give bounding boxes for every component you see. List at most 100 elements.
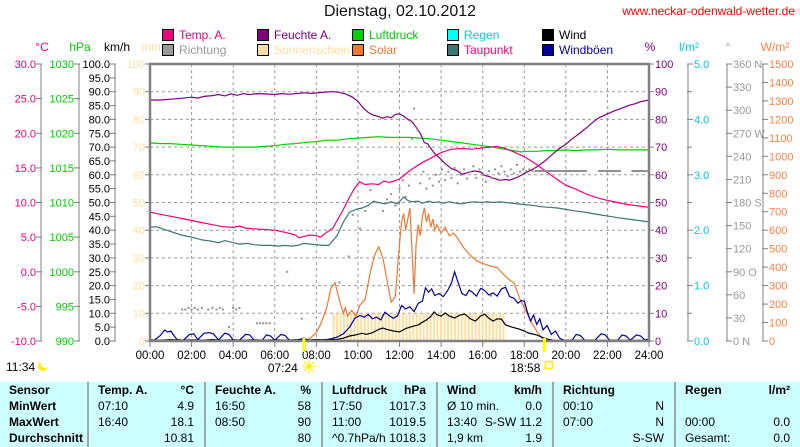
series-sonnenschein-bar xyxy=(353,313,356,341)
y-tick-wm2: 200 xyxy=(769,299,787,311)
y-axis-deg: 0 N 30 60 90 O 120 150 180 S 210 240 270 W 300 330 3… xyxy=(726,40,766,348)
y-tick-lm2: 3.0 xyxy=(694,170,709,182)
stats-cell: 11:00 1019.5 xyxy=(332,415,426,429)
y-tick-wm2: 900 xyxy=(769,170,787,182)
y-tick-min: 30 xyxy=(133,253,145,265)
y-tick-temp: 20.0 xyxy=(15,128,36,140)
series-sonnenschein-bar xyxy=(388,313,390,341)
y-tick-hpa: 995 xyxy=(56,301,74,313)
stats-col-header: Regen l/m² xyxy=(685,383,790,397)
sunset-icon xyxy=(544,360,554,370)
stats-cell: S-SW xyxy=(632,431,664,445)
x-tick-label: 16:00 xyxy=(468,350,497,362)
stats-row-label: MinWert xyxy=(9,399,57,413)
y-tick-kmh: 65.0 xyxy=(89,156,110,168)
y-tick-pct: 10 xyxy=(655,308,667,320)
y-tick-kmh: 95.0 xyxy=(89,73,110,85)
y-tick-kmh: 100.0 xyxy=(82,59,110,71)
stats-cell: 13:40 S-SW 11.2 xyxy=(447,415,542,429)
series-sonnenschein-bar xyxy=(360,313,363,341)
y-tick-min: 0 xyxy=(139,336,145,348)
series-sonnenschein-bar xyxy=(343,313,345,341)
series-sonnenschein-bar xyxy=(349,313,352,341)
series-sonnenschein-bar xyxy=(488,313,491,341)
y-tick-pct: 40 xyxy=(655,225,667,237)
stats-cell: Gesamt: 0.0 xyxy=(685,431,790,445)
y-tick-wm2: 400 xyxy=(769,262,787,274)
stats-col-wind: Wind km/h Ø 10 min. 0.0 13:40 S-SW 11.2 1,9 km… xyxy=(436,382,552,447)
y-tick-min: 60 xyxy=(133,170,145,182)
y-tick-kmh: 35.0 xyxy=(89,239,110,251)
weather-chart: -10.0 -5.0 0.0 5.0 10.0 15.0 20.0 25.0 30.0 °C 990… xyxy=(6,40,793,375)
stats-cell: 17:50 1017.3 xyxy=(332,399,426,413)
y-axis-kmh: 0.0 5.0 10.0 15.020.0 25.0 30.0 35.0 40.0 45.050… xyxy=(82,40,130,348)
series-sonnenschein-bar xyxy=(363,313,366,341)
series-sonnenschein-bar xyxy=(499,313,501,341)
y-tick-pct: 60 xyxy=(655,170,667,182)
moonrise-time: 11:34 xyxy=(6,360,35,374)
series-sonnenschein-bar xyxy=(481,313,484,341)
website-link[interactable]: www.neckar-odenwald-wetter.de xyxy=(622,4,795,18)
y-tick-hpa: 1030 xyxy=(50,59,74,71)
series-sonnenschein-bar xyxy=(443,313,446,341)
y-tick-kmh: 30.0 xyxy=(89,253,110,265)
legend-label: Sonnenschein xyxy=(274,43,351,57)
legend-swatch-solar xyxy=(352,44,364,56)
series-sonnenschein-bar xyxy=(436,313,439,341)
y-axis-unit-pct: % xyxy=(645,40,656,54)
series-sonnenschein-bar xyxy=(422,313,425,341)
y-tick-hpa: 1010 xyxy=(50,198,74,210)
y-tick-min: 40 xyxy=(133,225,145,237)
y-tick-wm2: 100 xyxy=(769,318,787,330)
y-tick-deg: 90 O xyxy=(733,267,757,279)
y-tick-deg: 210 xyxy=(733,174,751,186)
series-feuchte-a- xyxy=(150,91,650,181)
stats-cell xyxy=(676,399,800,415)
stats-row-label: MaxWert xyxy=(9,415,59,429)
series-sonnenschein-bar xyxy=(346,313,349,341)
stats-cell: 00:00 0.0 xyxy=(685,415,790,429)
y-axis-unit-lm2: l/m² xyxy=(679,40,699,54)
y-tick-deg: 300 xyxy=(733,105,751,117)
sunset-time: 18:58 xyxy=(510,361,540,375)
series-sonnenschein-bar xyxy=(450,313,453,341)
y-tick-kmh: 50.0 xyxy=(89,198,110,210)
y-tick-lm2: 0.0 xyxy=(694,336,709,348)
series-sonnenschein-bar xyxy=(377,313,380,341)
y-tick-temp: 0.0 xyxy=(21,267,36,279)
series-sonnenschein-bar xyxy=(336,313,339,341)
series-sonnenschein-bar xyxy=(447,313,449,341)
y-tick-deg: 0 N xyxy=(733,336,750,348)
series-sonnenschein-bar xyxy=(415,313,418,341)
series-sonnenschein-bar xyxy=(419,313,422,341)
legend-swatch-windb-en xyxy=(542,44,554,56)
series-sonnenschein-bar xyxy=(339,313,342,341)
series-sonnenschein-bar xyxy=(381,313,384,341)
y-tick-pct: 100 xyxy=(655,59,673,71)
x-tick-label: 10:00 xyxy=(344,350,373,362)
series-sonnenschein-bar xyxy=(356,313,359,341)
stats-col-header: Feuchte A.% xyxy=(215,383,311,397)
y-tick-kmh: 20.0 xyxy=(89,281,110,293)
series-sonnenschein-bar xyxy=(401,313,404,341)
y-tick-wm2: 700 xyxy=(769,207,787,219)
y-tick-pct: 20 xyxy=(655,281,667,293)
legend-swatch-temp-a- xyxy=(162,29,174,41)
y-tick-hpa: 1015 xyxy=(50,163,74,175)
x-tick-label: 20:00 xyxy=(551,350,580,362)
stats-cell: Ø 10 min. 0.0 xyxy=(447,399,542,413)
y-tick-min: 80 xyxy=(133,114,145,126)
y-tick-lm2: 2.0 xyxy=(694,225,709,237)
y-tick-kmh: 75.0 xyxy=(89,128,110,140)
x-tick-label: 24:00 xyxy=(635,350,664,362)
legend-label: Taupunkt xyxy=(464,43,513,57)
y-axis-min: 0 10 20 30 40 50 60 70 80 90 100 min xyxy=(127,40,161,348)
stats-cell: 16:50 58 xyxy=(215,399,311,413)
stats-col-header: Richtung xyxy=(563,383,615,397)
stats-col-sensor: Sensor MinWert MaxWert Durchschnitt xyxy=(0,382,87,447)
legend-label: Feuchte A. xyxy=(274,28,332,42)
sun-icon xyxy=(302,360,316,373)
series-sonnenschein-bar xyxy=(440,313,442,341)
series-sonnenschein-bar xyxy=(471,313,474,341)
